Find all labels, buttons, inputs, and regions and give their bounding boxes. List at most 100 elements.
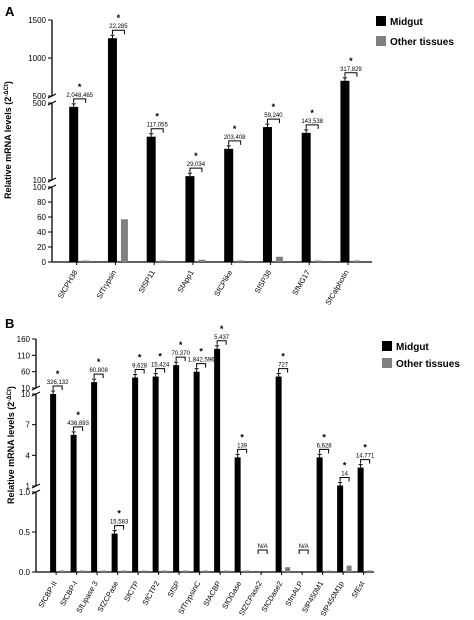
significance-bracket <box>134 369 145 374</box>
fold-change-label: 15,424 <box>151 363 170 369</box>
significance-star: * <box>138 353 142 363</box>
bar-other-tissues <box>159 260 167 262</box>
significance-star: * <box>117 509 121 519</box>
bar-midgut <box>132 377 139 572</box>
significance-bracket <box>73 426 84 431</box>
legend-other-label: Other tissues <box>390 37 454 48</box>
significance-bracket <box>278 368 289 373</box>
significance-star: * <box>310 108 314 118</box>
bar-midgut <box>340 80 350 262</box>
significance-bracket <box>52 385 63 390</box>
axis-break-mark <box>31 489 41 495</box>
fold-change-label: 14,771 <box>356 454 375 460</box>
bar-other-tissues <box>162 570 168 572</box>
significance-star: * <box>233 124 237 134</box>
bar-other-tissues <box>59 570 65 572</box>
y-tick-label: 40 <box>37 228 46 237</box>
fold-change-label: 143,538 <box>301 119 323 125</box>
fold-change-label: 9,628 <box>132 364 148 370</box>
bar-other-tissues <box>80 570 86 572</box>
bar-other-tissues <box>82 260 90 262</box>
bar-midgut <box>173 365 180 572</box>
panel-a: A Relative mRNA levels (2-ΔCt) 0 20 40 60 80… <box>3 4 454 307</box>
fold-change-label: 317,829 <box>340 67 362 73</box>
significance-star: * <box>117 13 121 23</box>
bar-other-tissues <box>367 570 373 572</box>
significance-star: * <box>240 432 244 442</box>
category-label: SfmALP <box>283 580 305 608</box>
category-label: SfACBP <box>201 580 223 608</box>
fold-change-label: 436,893 <box>67 421 89 427</box>
bar-other-tissues <box>326 570 332 572</box>
y-tick-label: 500 <box>33 92 47 101</box>
category-label: SfSP38 <box>253 269 274 296</box>
bar-midgut <box>337 485 344 572</box>
panel-a-annotations: 2,048,465*22,285*117,055*29,034*203,408*… <box>66 13 362 173</box>
panel-b-bars <box>50 345 373 572</box>
y-tick-label: 7 <box>26 421 31 430</box>
y-tick-label: 20 <box>37 243 46 252</box>
fold-change-label: 326,132 <box>47 380 69 386</box>
y-tick-label: 100 <box>33 183 47 192</box>
significance-star: * <box>272 102 276 112</box>
fold-change-label: N/A <box>258 544 268 550</box>
bar-other-tissues <box>275 256 283 262</box>
panel-a-bars <box>69 34 361 262</box>
category-label: SfCBP-II <box>36 580 58 610</box>
y-tick-label: 0.5 <box>19 528 31 537</box>
bar-other-tissues <box>237 260 245 262</box>
y-tick-label: 160 <box>17 335 31 344</box>
panel-a-y-axis-label: Relative mRNA levels (2-ΔCt) <box>3 81 13 199</box>
fold-change-label: 5,437 <box>214 335 230 341</box>
fold-change-label: 70,370 <box>171 351 190 357</box>
fold-change-label: 1,842,596 <box>188 358 215 364</box>
bar-midgut <box>111 533 118 572</box>
significance-star: * <box>194 151 198 161</box>
bar-midgut <box>146 136 156 262</box>
legend-other-label: Other tissues <box>396 359 460 370</box>
panel-a-categories: SfCPH38 SfTrypsin SfSP11 SfApp1 SfCPlike SfSP… <box>56 269 351 307</box>
significance-star: * <box>158 352 162 362</box>
legend-midgut-label: Midgut <box>396 342 429 353</box>
significance-star: * <box>179 340 183 350</box>
category-label: SfCalphotin <box>323 269 350 307</box>
panel-b-legend: Midgut Other tissues <box>382 341 460 370</box>
y-tick-label: 60 <box>21 368 30 377</box>
y-tick-label: 100 <box>33 176 47 185</box>
significance-bracket <box>196 363 207 368</box>
bar-midgut <box>193 371 200 572</box>
significance-star: * <box>155 112 159 122</box>
significance-bracket <box>189 167 203 173</box>
bar-midgut <box>69 106 79 262</box>
significance-star: * <box>343 460 347 470</box>
axis-break-mark <box>47 184 57 190</box>
bar-other-tissues <box>285 567 291 572</box>
panel-b-letter: B <box>5 316 14 331</box>
panel-b-annotations: 326,132*436,893*60,808*15,583*9,628*15,4… <box>47 324 375 554</box>
significance-bracket <box>298 549 309 554</box>
y-tick-label: 4 <box>26 451 31 460</box>
significance-bracket <box>360 459 371 464</box>
panel-b-y-axis-label: Relative mRNA levels (2-ΔCt) <box>6 386 16 504</box>
bar-other-tissues <box>203 570 209 572</box>
axis-break-mark <box>31 391 41 397</box>
category-label: SfCTP <box>122 580 141 604</box>
y-tick-label: 1000 <box>28 54 46 63</box>
panel-a-letter: A <box>5 4 15 19</box>
significance-bracket <box>257 549 268 554</box>
significance-star: * <box>97 357 101 367</box>
y-tick-label: 10 <box>21 384 30 393</box>
bar-other-tissues <box>346 565 352 572</box>
category-label: SfCPH38 <box>56 269 79 301</box>
significance-bracket <box>155 368 166 373</box>
legend-other-swatch <box>382 358 392 368</box>
category-label: SfCPlike <box>212 269 234 298</box>
bar-other-tissues <box>121 570 127 572</box>
fold-change-label: 117,055 <box>147 123 169 129</box>
significance-bracket <box>111 29 125 35</box>
significance-star: * <box>199 347 203 357</box>
category-label: SfMG17 <box>290 269 312 297</box>
significance-bracket <box>150 128 164 133</box>
